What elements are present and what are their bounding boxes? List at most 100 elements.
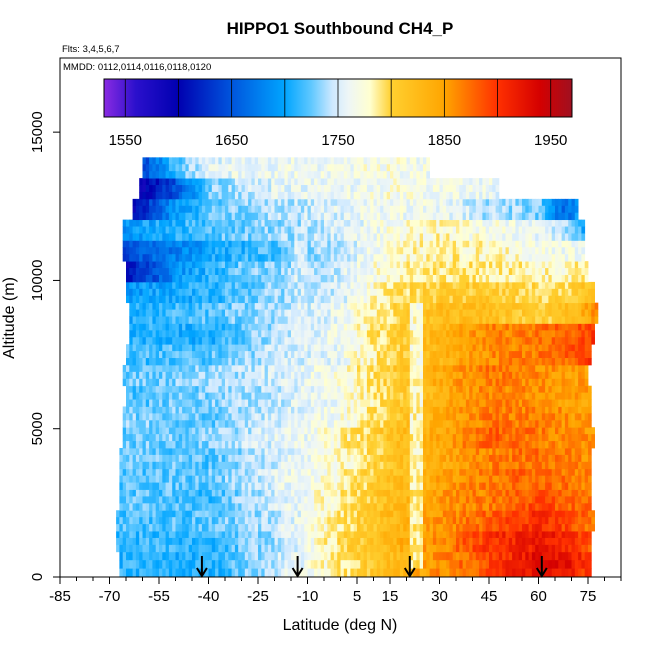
heatmap-cell	[152, 399, 157, 407]
heatmap-cell	[159, 392, 163, 400]
heatmap-cell	[512, 364, 516, 373]
heatmap-cell	[545, 371, 549, 380]
heatmap-cell	[142, 551, 147, 561]
heatmap-cell	[149, 503, 153, 511]
heatmap-cell	[380, 364, 384, 373]
heatmap-cell	[442, 496, 447, 504]
heatmap-cell	[459, 447, 463, 456]
heatmap-cell	[426, 344, 430, 352]
heatmap-cell	[416, 364, 421, 373]
heatmap-cell	[370, 517, 374, 525]
heatmap-cell	[419, 364, 424, 373]
heatmap-cell	[515, 420, 520, 428]
heatmap-cell	[129, 392, 133, 400]
heatmap-cell	[472, 454, 477, 463]
heatmap-cell	[581, 434, 586, 442]
heatmap-cell	[277, 461, 282, 470]
heatmap-cell	[165, 475, 170, 483]
heatmap-cell	[436, 434, 440, 442]
heatmap-cell	[383, 378, 388, 387]
heatmap-cell	[198, 461, 203, 470]
heatmap-cell	[541, 475, 546, 483]
heatmap-cell	[456, 323, 460, 331]
heatmap-cell	[512, 560, 516, 569]
heatmap-cell	[353, 385, 358, 394]
heatmap-cell	[142, 358, 147, 366]
heatmap-cell	[337, 392, 341, 400]
heatmap-cell	[442, 447, 447, 456]
heatmap-cell	[469, 568, 473, 578]
heatmap-cell	[248, 378, 252, 387]
heatmap-cell	[489, 406, 493, 414]
heatmap-cell	[208, 551, 213, 561]
heatmap-cell	[139, 399, 143, 407]
heatmap-cell	[116, 537, 120, 546]
heatmap-cell	[436, 364, 440, 373]
heatmap-cell	[564, 482, 569, 490]
heatmap-cell	[380, 358, 384, 366]
heatmap-cell	[327, 489, 331, 497]
heatmap-cell	[320, 551, 325, 561]
heatmap-cell	[469, 560, 473, 569]
heatmap-cell	[489, 420, 493, 428]
heatmap-cell	[149, 544, 153, 553]
heatmap-cell	[502, 568, 506, 578]
heatmap-cell	[581, 447, 586, 456]
heatmap-cell	[515, 344, 520, 352]
heatmap-cell	[324, 503, 328, 511]
heatmap-cell	[456, 399, 460, 407]
heatmap-cell	[287, 468, 292, 477]
heatmap-cell	[462, 399, 467, 407]
heatmap-cell	[264, 537, 269, 546]
heatmap-cell	[304, 461, 308, 470]
heatmap-cell	[531, 371, 536, 380]
heatmap-cell	[409, 344, 414, 352]
heatmap-cell	[366, 420, 371, 428]
heatmap-cell	[291, 454, 295, 463]
heatmap-cell	[383, 475, 388, 483]
heatmap-cell	[485, 475, 490, 483]
heatmap-cell	[208, 454, 213, 463]
heatmap-cell	[324, 323, 328, 331]
heatmap-cell	[406, 503, 411, 511]
heatmap-cell	[221, 531, 226, 539]
heatmap-cell	[429, 420, 434, 428]
heatmap-cell	[545, 503, 549, 511]
heatmap-cell	[482, 351, 487, 359]
heatmap-cell	[376, 568, 381, 578]
heatmap-cell	[545, 496, 549, 504]
heatmap-cell	[347, 392, 351, 400]
heatmap-cell	[241, 531, 246, 539]
heatmap-cell	[495, 364, 500, 373]
heatmap-cell	[254, 524, 259, 532]
heatmap-cell	[482, 537, 487, 546]
heatmap-cell	[386, 468, 391, 477]
heatmap-cell	[456, 560, 460, 569]
heatmap-cell	[558, 531, 562, 539]
heatmap-cell	[495, 482, 500, 490]
heatmap-cell	[185, 358, 190, 366]
heatmap-cell	[393, 503, 397, 511]
heatmap-cell	[584, 385, 589, 394]
heatmap-cell	[568, 468, 572, 477]
heatmap-cell	[561, 344, 566, 352]
heatmap-cell	[518, 420, 523, 428]
heatmap-cell	[432, 489, 437, 497]
heatmap-cell	[588, 524, 592, 532]
heatmap-cell	[380, 454, 384, 463]
heatmap-cell	[485, 544, 490, 553]
heatmap-cell	[518, 399, 523, 407]
heatmap-cell	[449, 371, 454, 380]
heatmap-cell	[515, 496, 520, 504]
heatmap-cell	[399, 461, 404, 470]
heatmap-cell	[218, 344, 223, 352]
heatmap-cell	[248, 420, 252, 428]
heatmap-cell	[254, 461, 259, 470]
heatmap-cell	[238, 496, 242, 504]
heatmap-cell	[333, 406, 338, 414]
heatmap-cell	[281, 413, 285, 421]
heatmap-cell	[535, 517, 539, 525]
heatmap-cell	[195, 399, 199, 407]
heatmap-cell	[159, 568, 163, 578]
